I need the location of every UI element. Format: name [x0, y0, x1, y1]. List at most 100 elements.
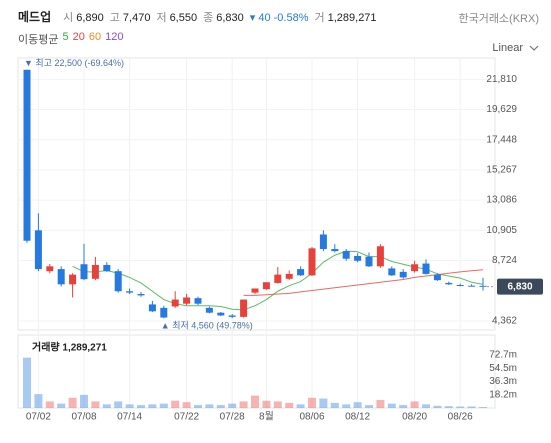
- candle-body: [126, 291, 134, 293]
- volume-bar: [296, 404, 305, 408]
- candle-body: [319, 234, 327, 250]
- volume-title: 거래량 1,289,271: [32, 341, 107, 354]
- quote-label: 고: [109, 12, 120, 24]
- volume-bar: [114, 401, 123, 408]
- volume-tick-label: 54.5m: [489, 363, 517, 374]
- candle-body: [34, 230, 42, 270]
- candle-body: [103, 264, 111, 272]
- x-tick-label: 08/06: [299, 412, 324, 423]
- menu-chevron[interactable]: [529, 45, 539, 51]
- volume-bar: [159, 403, 168, 408]
- volume-bar: [216, 405, 225, 408]
- scale-label[interactable]: Linear: [492, 42, 523, 54]
- volume-bar: [251, 395, 259, 408]
- volume-bar: [273, 401, 282, 408]
- volume-bar: [34, 394, 43, 408]
- volume-bar: [410, 401, 419, 408]
- volume-bar: [285, 402, 294, 408]
- volume-bar: [80, 394, 88, 408]
- quote-label: 저: [156, 12, 167, 24]
- volume-value: 1,289,271: [327, 12, 377, 24]
- candle-body: [57, 269, 65, 285]
- candle-body: [388, 268, 396, 276]
- volume-bar: [205, 404, 214, 408]
- volume-bar: [376, 399, 385, 408]
- candle-body: [285, 273, 293, 279]
- candle-body: [69, 274, 77, 285]
- volume-bar: [479, 407, 487, 408]
- quote-label: 종: [203, 12, 214, 24]
- ma-period: 20: [72, 31, 85, 43]
- quote-value: 6,830: [216, 12, 244, 24]
- y-tick-label: 15,267: [486, 165, 517, 176]
- y-tick-label: 19,629: [486, 104, 517, 115]
- scale-menu[interactable]: Linear: [492, 42, 523, 54]
- candle-body: [171, 299, 179, 307]
- x-tick-label: 08/20: [402, 412, 427, 423]
- candle-body: [137, 294, 145, 296]
- ma-period: 120: [105, 31, 124, 43]
- last-price-tag: [497, 278, 543, 295]
- price-frame: [17, 57, 496, 331]
- volume-bar: [137, 405, 145, 408]
- volume-bar: [387, 403, 396, 408]
- x-tick-label: 07/02: [26, 412, 51, 423]
- candle-body: [205, 307, 213, 313]
- volume-bar: [319, 398, 328, 408]
- y-tick-label: 21,810: [486, 74, 517, 85]
- quote-value: 7,470: [122, 12, 151, 24]
- candle-body: [433, 274, 441, 281]
- volume-tick-label: 36.3m: [489, 376, 517, 387]
- high-annotation: ▼ 최고 22,500 (-69.64%): [24, 58, 124, 68]
- candle-body: [411, 264, 419, 272]
- candle-body: [365, 256, 373, 267]
- volume-bar: [342, 404, 351, 408]
- y-tick-label: 13,086: [486, 195, 517, 206]
- volume-bar: [57, 403, 66, 408]
- candle-body: [251, 288, 259, 293]
- candle-body: [399, 271, 407, 278]
- y-tick-label: 8,724: [492, 255, 517, 266]
- quote-label: 시: [63, 12, 74, 24]
- x-tick-label: 07/14: [117, 412, 142, 423]
- volume-label: 거: [314, 12, 325, 24]
- candle-body: [80, 264, 88, 280]
- ma-period: 60: [88, 31, 102, 43]
- volume-bar: [239, 401, 248, 408]
- volume-bar: [228, 403, 237, 408]
- x-tick-label: 07/22: [174, 412, 199, 423]
- stock-name: 메드업: [18, 10, 52, 24]
- volume-bar: [171, 400, 180, 408]
- x-tick-label: 08/26: [448, 412, 473, 423]
- candle-body: [91, 264, 99, 279]
- volume-bar: [330, 402, 339, 408]
- candle-body: [376, 246, 384, 267]
- x-tick-label: 08/12: [345, 412, 370, 423]
- candle-body: [274, 274, 282, 283]
- ma-title: 이동평균: [18, 34, 59, 46]
- candle-body: [46, 266, 54, 272]
- exchange: 한국거래소(KRX): [458, 13, 539, 25]
- ma-period: 5: [62, 31, 69, 43]
- volume-bar: [68, 397, 77, 408]
- y-tick-label: 10,905: [486, 225, 517, 236]
- y-tick-label: 17,448: [486, 134, 517, 145]
- candle-body: [217, 312, 225, 316]
- candle-body: [262, 282, 270, 290]
- volume-bar: [23, 357, 31, 408]
- volume-bar: [365, 405, 373, 408]
- volume-frame: [17, 334, 496, 409]
- x-tick-label: 07/28: [220, 412, 245, 423]
- volume-bar: [433, 405, 442, 408]
- x-tick-label: 07/08: [71, 412, 96, 423]
- low-annotation: ▲ 최저 4,560 (49.78%): [161, 321, 253, 331]
- volume-bar: [308, 397, 316, 408]
- volume-bar: [399, 405, 408, 408]
- volume-bar: [91, 401, 100, 408]
- quote-value: 6,550: [169, 12, 198, 24]
- candle-body: [308, 248, 316, 276]
- volume-bar: [444, 406, 453, 408]
- quote-header: 메드업 시 6,890 고 7,470 저 6,550 종 6,830 ▾ 40 -0.…: [18, 8, 377, 25]
- price-change: ▾ 40 -0.58%: [249, 12, 309, 24]
